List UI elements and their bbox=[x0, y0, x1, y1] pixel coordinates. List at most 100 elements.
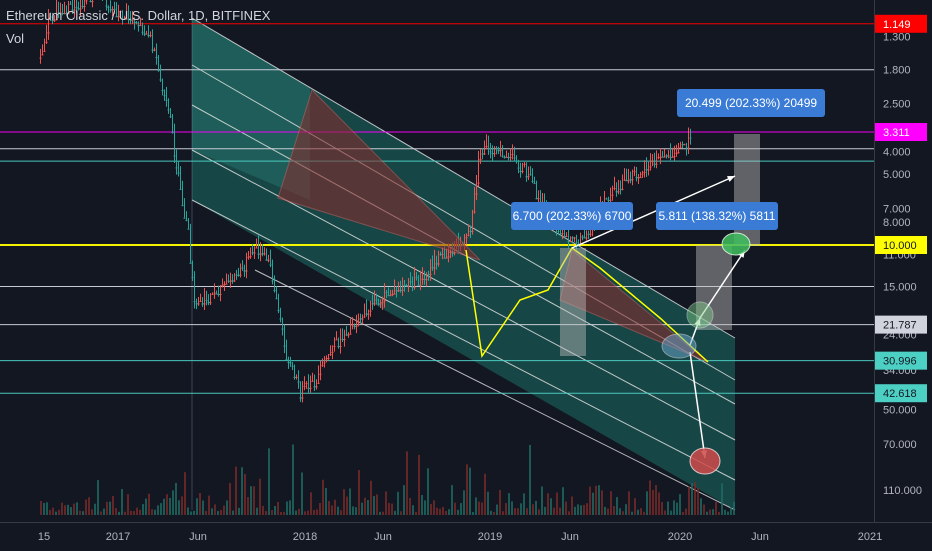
candle-body bbox=[639, 177, 642, 179]
candle-body bbox=[561, 233, 564, 235]
volume-bar bbox=[427, 468, 429, 515]
volume-bar bbox=[283, 511, 285, 515]
candle-body bbox=[673, 155, 676, 157]
candle-body bbox=[667, 155, 670, 157]
price-label-box[interactable] bbox=[875, 384, 927, 403]
candle-body bbox=[83, 6, 86, 8]
y-tick-label: 7.000 bbox=[883, 204, 911, 216]
candle-body bbox=[537, 198, 540, 200]
x-tick-label: 2021 bbox=[858, 531, 882, 543]
candle-body bbox=[627, 180, 630, 182]
measure-callout[interactable] bbox=[511, 202, 633, 230]
candle-body bbox=[477, 182, 480, 184]
volume-bar bbox=[181, 496, 183, 515]
volume-bar bbox=[559, 507, 561, 515]
candle-body bbox=[609, 199, 612, 201]
volume-bar bbox=[295, 510, 297, 515]
candle-body bbox=[681, 144, 684, 146]
candle-body bbox=[475, 193, 478, 195]
candle-body bbox=[447, 256, 450, 258]
arrow-up-small-head bbox=[694, 318, 701, 326]
candle-body bbox=[419, 284, 422, 286]
candle-body bbox=[259, 253, 262, 255]
candle-body bbox=[189, 262, 192, 264]
volume-bar bbox=[613, 506, 615, 515]
candle-body bbox=[85, 0, 88, 2]
price-label-box[interactable] bbox=[875, 315, 927, 334]
candle-body bbox=[257, 253, 260, 255]
volume-bar bbox=[292, 444, 294, 515]
candle-body bbox=[243, 270, 246, 272]
volume-bar bbox=[271, 510, 273, 515]
volume-bar bbox=[97, 480, 99, 515]
candle-body bbox=[51, 20, 54, 22]
candle-body bbox=[131, 19, 134, 21]
price-axis[interactable] bbox=[874, 0, 932, 550]
channel-line bbox=[254, 269, 736, 511]
volume-bar bbox=[46, 502, 48, 515]
volume-bar bbox=[262, 505, 264, 515]
candle-body bbox=[389, 295, 392, 297]
candle-body bbox=[375, 299, 378, 301]
volume-bar bbox=[676, 502, 678, 515]
volume-bar bbox=[187, 507, 189, 515]
candle-body bbox=[417, 284, 420, 286]
volume-bar bbox=[655, 485, 657, 515]
candle-body bbox=[437, 263, 440, 265]
volume-bar bbox=[493, 511, 495, 515]
volume-bar bbox=[217, 511, 219, 515]
candle-body bbox=[73, 9, 76, 11]
price-label-box[interactable] bbox=[875, 123, 927, 141]
volume-bar bbox=[325, 487, 327, 515]
x-tick-label: Jun bbox=[374, 531, 392, 543]
candle-body bbox=[177, 172, 180, 174]
volume-bar bbox=[52, 507, 54, 515]
volume-bar bbox=[478, 501, 480, 515]
volume-bar bbox=[142, 504, 144, 515]
volume-bar bbox=[511, 501, 513, 515]
x-tick-label: 2017 bbox=[106, 531, 130, 543]
candle-body bbox=[153, 49, 156, 51]
candle-body bbox=[321, 365, 324, 367]
price-label-box[interactable] bbox=[875, 351, 927, 370]
price-label-box[interactable] bbox=[875, 14, 927, 33]
candle-body bbox=[79, 8, 82, 10]
candle-body bbox=[139, 25, 142, 27]
candle-body bbox=[269, 264, 272, 266]
y-tick-label: 4.000 bbox=[883, 146, 911, 158]
volume-bar bbox=[628, 491, 630, 515]
volume-bar bbox=[466, 464, 468, 515]
volume-bar bbox=[184, 472, 186, 515]
candle-body bbox=[173, 155, 176, 157]
candle-body bbox=[271, 280, 274, 282]
candle-body bbox=[415, 277, 418, 279]
volume-bar bbox=[397, 491, 399, 515]
candle-body bbox=[341, 339, 344, 341]
price-label-box[interactable] bbox=[875, 236, 927, 254]
candle-body bbox=[357, 322, 360, 324]
candle-body bbox=[227, 280, 230, 282]
candle-body bbox=[39, 57, 42, 59]
volume-bar bbox=[124, 511, 126, 515]
volume-bar bbox=[712, 509, 714, 515]
candle-body bbox=[333, 345, 336, 347]
candle-body bbox=[571, 237, 574, 239]
volume-bar bbox=[589, 486, 591, 515]
volume-bar bbox=[373, 496, 375, 515]
candle-body bbox=[443, 257, 446, 259]
price-label-text: 42.618 bbox=[883, 388, 917, 400]
volume-bar bbox=[376, 494, 378, 515]
measure-callout[interactable] bbox=[656, 202, 778, 230]
candle-body bbox=[567, 241, 570, 243]
bottom-marker bbox=[661, 333, 697, 359]
candle-body bbox=[223, 283, 226, 285]
volume-bar bbox=[379, 511, 381, 515]
measure-callout[interactable] bbox=[677, 89, 825, 117]
candle-body bbox=[263, 253, 266, 255]
volume-bar bbox=[307, 510, 309, 515]
candle-body bbox=[275, 298, 278, 300]
time-axis[interactable] bbox=[0, 522, 932, 551]
volume-bar bbox=[115, 508, 117, 515]
volume-bar bbox=[148, 493, 150, 515]
